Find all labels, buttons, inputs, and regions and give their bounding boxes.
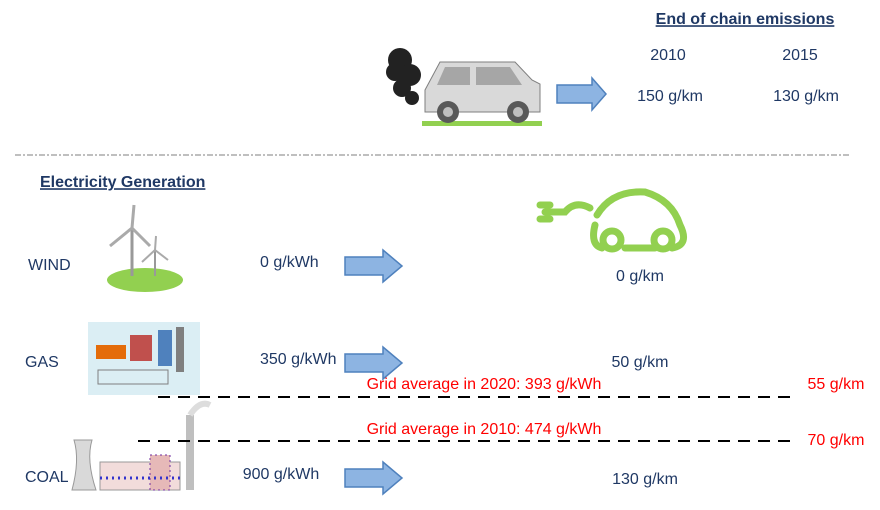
header-title: End of chain emissions <box>656 11 835 28</box>
arrow <box>344 460 404 496</box>
intensity: 900 g/kWh <box>243 466 319 483</box>
section-title: Electricity Generation <box>40 174 205 191</box>
car-icon <box>422 61 542 126</box>
car-value: 150 g/km <box>637 88 703 105</box>
emission: 50 g/km <box>612 354 669 371</box>
grid-average-label: Grid average in 2010: 474 g/kWh <box>367 421 602 438</box>
year: 2015 <box>782 47 818 64</box>
source-label: COAL <box>25 469 69 486</box>
wind-icon <box>107 204 183 292</box>
grid-average-emission: 70 g/km <box>808 432 865 449</box>
arrow <box>556 76 607 112</box>
smoke-icon <box>386 48 421 105</box>
coal-plant-icon <box>71 400 212 491</box>
arrow <box>344 345 404 381</box>
intensity: 0 g/kWh <box>260 254 319 271</box>
source-label: WIND <box>28 257 71 274</box>
grid-average-label: Grid average in 2020: 393 g/kWh <box>367 376 602 393</box>
emission: 130 g/km <box>612 471 678 488</box>
car-value: 130 g/km <box>773 88 839 105</box>
source-label: GAS <box>25 354 59 371</box>
arrow <box>344 248 404 284</box>
emission: 0 g/km <box>616 268 664 285</box>
grid-average-emission: 55 g/km <box>808 376 865 393</box>
year: 2010 <box>650 47 686 64</box>
intensity: 350 g/kWh <box>260 351 336 368</box>
gas-plant-icon <box>88 322 200 395</box>
ev-icon <box>536 188 688 253</box>
